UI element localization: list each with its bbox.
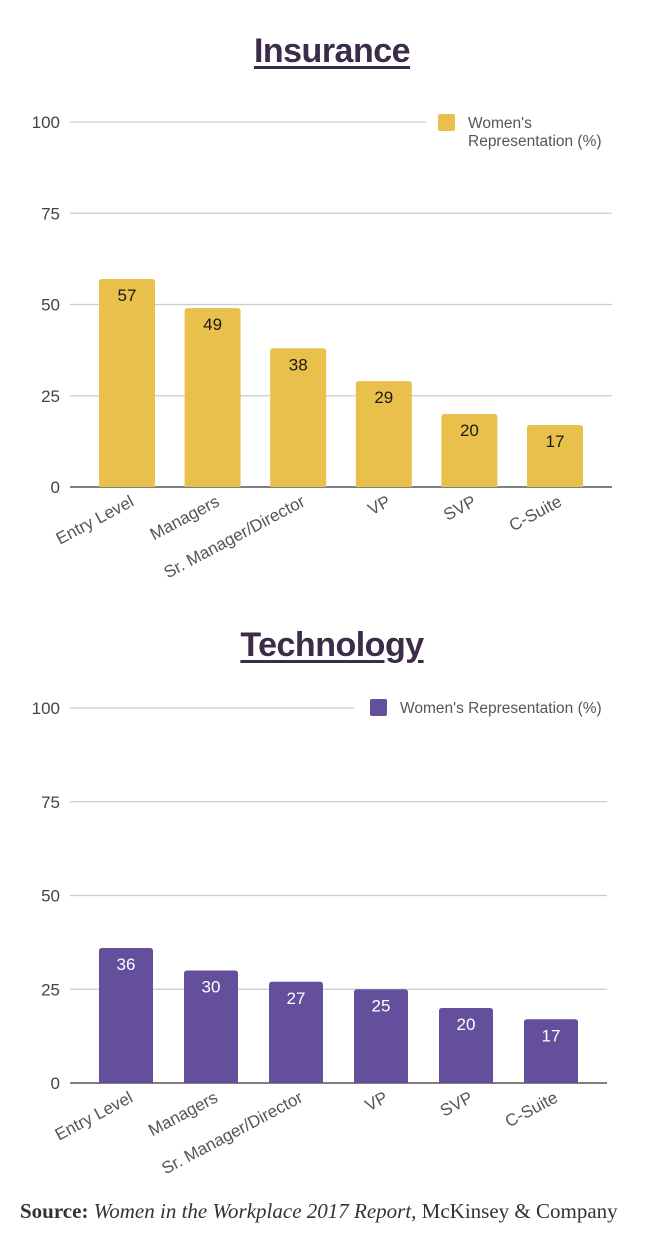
x-tick-label: Sr. Manager/Director (158, 1088, 306, 1179)
bar (354, 989, 408, 1083)
bar-value-label: 29 (374, 388, 393, 407)
x-tick-label: Managers (145, 1088, 221, 1140)
bar-value-label: 57 (118, 286, 137, 305)
y-tick-label: 0 (51, 1074, 60, 1093)
source-label: Source: (20, 1199, 89, 1223)
bar-value-label: 38 (289, 355, 308, 374)
bar (99, 278, 155, 487)
technology-chart-title: Technology (240, 626, 424, 664)
legend-label: Women's Representation (%) (400, 700, 602, 717)
x-tick-label: SVP (437, 1088, 476, 1121)
legend-swatch (370, 699, 387, 716)
bar (527, 424, 583, 487)
bar-value-label: 17 (542, 1026, 561, 1045)
bar-value-label: 20 (460, 421, 479, 440)
y-tick-label: 75 (41, 793, 60, 812)
bar (99, 948, 153, 1083)
insurance-bar-chart: 0 25 50 75 100 57 Entry Level 49 Managers 38 Sr. M… (32, 113, 612, 583)
x-tick-label: Managers (147, 492, 223, 544)
bar-value-label: 17 (546, 432, 565, 451)
x-tick-label: Entry Level (53, 492, 137, 549)
bar (184, 308, 241, 487)
technology-bar-chart: 0 25 50 75 100 36 Entry Level 30 Managers 27 Sr. M… (32, 699, 607, 1179)
x-tick-label: VP (362, 1088, 391, 1115)
y-tick-label: 50 (41, 296, 60, 315)
bar-value-label: 25 (372, 996, 391, 1015)
bar (524, 1019, 578, 1083)
x-tick-label: VP (365, 492, 394, 519)
x-tick-label: SVP (440, 492, 479, 525)
bar-value-label: 36 (117, 955, 136, 974)
y-tick-label: 100 (32, 699, 60, 718)
y-tick-label: 100 (32, 113, 60, 132)
x-tick-label: Sr. Manager/Director (161, 492, 309, 583)
bar (184, 970, 238, 1083)
legend-label: Women's (468, 115, 532, 132)
bar-value-label: 30 (202, 978, 221, 997)
x-tick-label: C-Suite (506, 492, 565, 535)
legend-swatch (438, 114, 455, 131)
bar (355, 381, 412, 487)
bar (270, 348, 327, 487)
y-tick-label: 75 (41, 204, 60, 223)
y-tick-label: 25 (41, 980, 60, 999)
y-tick-label: 0 (51, 478, 60, 497)
legend-label: Representation (%) (468, 133, 602, 150)
insurance-chart-title: Insurance (253, 32, 411, 70)
x-tick-label: C-Suite (502, 1088, 561, 1131)
bar-value-label: 27 (287, 989, 306, 1008)
y-tick-label: 25 (41, 387, 60, 406)
source-note: Source: Women in the Workplace 2017 Repo… (20, 1199, 660, 1224)
y-tick-label: 50 (41, 887, 60, 906)
bar (439, 1008, 493, 1083)
x-tick-label: Entry Level (52, 1088, 136, 1145)
source-report: Women in the Workplace 2017 Report, (93, 1199, 417, 1223)
bar-value-label: 49 (203, 315, 222, 334)
bar-value-label: 20 (457, 1015, 476, 1034)
bar (269, 981, 323, 1083)
source-publisher: McKinsey & Company (421, 1199, 618, 1223)
bar (441, 414, 498, 487)
